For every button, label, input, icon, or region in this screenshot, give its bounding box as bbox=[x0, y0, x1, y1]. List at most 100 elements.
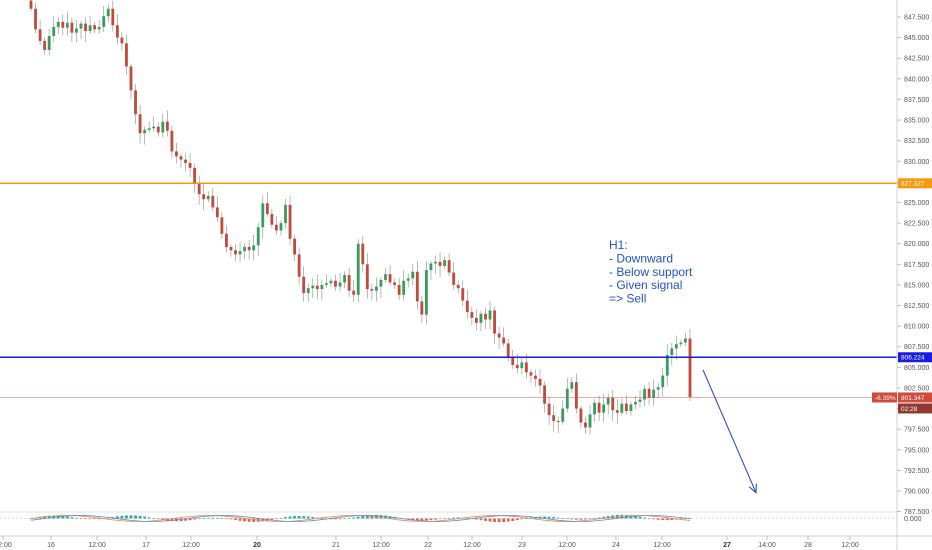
change-percent-tag-label: -6.39% bbox=[875, 395, 896, 402]
candle bbox=[120, 32, 124, 52]
candle bbox=[197, 175, 201, 205]
x-tick-label: 24 bbox=[612, 542, 620, 549]
candle bbox=[361, 235, 365, 273]
candle bbox=[570, 376, 574, 394]
candle bbox=[111, 0, 115, 32]
oscillator-bar bbox=[670, 518, 674, 520]
forecast-arrow[interactable] bbox=[702, 369, 757, 494]
oscillator-bar bbox=[197, 518, 201, 520]
candle bbox=[134, 84, 137, 125]
oscillator-bar bbox=[134, 515, 137, 519]
candle-body bbox=[134, 90, 137, 115]
y-tick-label: 790.000 bbox=[904, 489, 929, 496]
candle bbox=[247, 239, 251, 260]
candle bbox=[488, 300, 492, 330]
oscillator-bar bbox=[202, 518, 206, 519]
candle bbox=[497, 326, 501, 349]
candle-body bbox=[556, 420, 560, 422]
oscillator-bar bbox=[547, 516, 551, 519]
candle bbox=[606, 393, 610, 415]
candle bbox=[61, 14, 65, 36]
candle bbox=[565, 377, 569, 413]
candle bbox=[511, 349, 515, 370]
candle-body bbox=[384, 274, 387, 280]
x-axis[interactable]: 12:00 16 12:00 17 12:00 20 21 12:00 22 12:00 23 12:… bbox=[0, 536, 859, 549]
oscillator-bar bbox=[138, 515, 142, 519]
candle-body bbox=[275, 224, 278, 231]
candle-body bbox=[620, 403, 624, 413]
oscillator-bar bbox=[220, 518, 224, 519]
candle-body bbox=[238, 251, 242, 255]
candle bbox=[34, 2, 37, 33]
oscillator-bar bbox=[593, 518, 596, 519]
y-tick-label: 812.500 bbox=[904, 303, 929, 310]
candle-body bbox=[434, 261, 437, 264]
candle bbox=[556, 416, 560, 434]
oscillator-bar bbox=[206, 517, 210, 519]
candle bbox=[320, 279, 324, 301]
candle-body bbox=[261, 203, 265, 228]
oscillator-bar bbox=[361, 516, 365, 519]
candle-body bbox=[579, 408, 583, 423]
candle-body bbox=[547, 403, 551, 416]
candle bbox=[306, 283, 310, 303]
candle bbox=[484, 307, 487, 329]
x-tick-label: 17 bbox=[142, 542, 150, 549]
oscillator-bar bbox=[229, 518, 233, 520]
countdown-tag-label: 02:28 bbox=[901, 406, 918, 413]
oscillator-bar bbox=[43, 516, 47, 519]
candle bbox=[406, 273, 410, 288]
candle bbox=[238, 241, 242, 263]
candle-body bbox=[565, 388, 569, 409]
candle-body bbox=[488, 310, 492, 320]
candle bbox=[456, 280, 460, 294]
candle-body bbox=[402, 280, 406, 295]
support-price-tag-label: 806.224 bbox=[901, 355, 925, 362]
oscillator-bar bbox=[147, 517, 151, 519]
candle-body bbox=[461, 288, 465, 301]
analysis-note[interactable]: H1: - Downward - Below support - Given sign… bbox=[609, 238, 693, 306]
candle-body bbox=[543, 385, 546, 404]
resistance-price-tag-box bbox=[898, 178, 932, 189]
candle bbox=[647, 381, 651, 405]
oscillator-bar bbox=[75, 517, 78, 519]
candle-body bbox=[193, 167, 197, 183]
y-tick-label: 835.000 bbox=[904, 118, 929, 125]
candle bbox=[47, 28, 51, 56]
candle bbox=[411, 263, 415, 286]
y-tick-label: 817.500 bbox=[904, 262, 929, 269]
candle-body bbox=[652, 389, 656, 398]
candle bbox=[52, 16, 56, 43]
candle bbox=[270, 208, 274, 229]
candle-body bbox=[584, 422, 587, 428]
candle-body bbox=[661, 375, 665, 388]
candle-body bbox=[206, 195, 210, 200]
y-tick-label: 837.500 bbox=[904, 97, 929, 104]
candle bbox=[70, 17, 74, 42]
oscillator-bar bbox=[506, 518, 510, 522]
oscillator-bar bbox=[488, 518, 492, 522]
oscillator-bar bbox=[643, 517, 646, 519]
candle bbox=[175, 142, 178, 164]
y-tick-label: 822.500 bbox=[904, 221, 929, 228]
x-tick-label: 12:00 bbox=[372, 542, 390, 549]
candle bbox=[88, 15, 92, 34]
oscillator-bar bbox=[493, 518, 496, 522]
y-tick-label: 807.500 bbox=[904, 344, 929, 351]
oscillator-bar bbox=[238, 518, 242, 521]
oscillator-bar bbox=[170, 518, 174, 522]
candle bbox=[479, 310, 483, 332]
candle bbox=[434, 255, 437, 275]
candle-body bbox=[670, 348, 674, 355]
oscillator-bar bbox=[511, 518, 515, 521]
x-tick-label: 12:00 bbox=[88, 542, 106, 549]
candle bbox=[670, 343, 674, 366]
candle-body bbox=[188, 162, 192, 168]
candle-body bbox=[420, 301, 424, 315]
candle-body bbox=[56, 21, 60, 27]
candle-body bbox=[334, 280, 337, 287]
candle-body bbox=[552, 415, 556, 421]
candle bbox=[547, 396, 551, 426]
candle bbox=[561, 400, 565, 425]
